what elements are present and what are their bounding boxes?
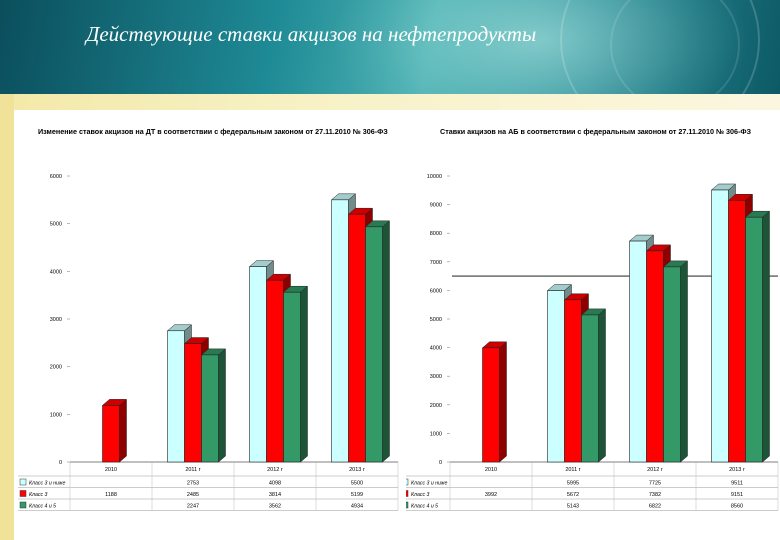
bar (712, 190, 729, 462)
y-tick-label: 4000 (430, 346, 442, 352)
table-cell: 5500 (351, 481, 363, 487)
legend-swatch (20, 479, 26, 485)
bar (664, 267, 681, 462)
bar-side (599, 309, 606, 462)
bar (332, 200, 349, 462)
table-cell: 2753 (187, 481, 199, 487)
excise-ab-chart-svg: Ставки акцизов на АБ в соответствии с фе… (406, 112, 780, 538)
y-tick-label: 8000 (430, 231, 442, 237)
table-cell: 5672 (567, 492, 579, 498)
table-cell: 2247 (187, 504, 199, 510)
table-cell: 9511 (731, 481, 743, 487)
y-tick-label: 2000 (430, 403, 442, 409)
chart-title: Изменение ставок акцизов на ДТ в соответ… (38, 127, 388, 136)
bar (483, 348, 500, 462)
slide-title: Действующие ставки акцизов на нефтепроду… (86, 22, 536, 47)
table-cell: 6822 (649, 504, 661, 510)
y-tick-label: 3000 (50, 317, 62, 323)
bar-side (120, 399, 127, 462)
table-cell: 9151 (731, 492, 743, 498)
table-cell: 5995 (567, 481, 579, 487)
bar (267, 280, 284, 462)
bar (202, 355, 219, 462)
legend-swatch (406, 502, 408, 508)
table-cell: 8560 (731, 504, 743, 510)
y-tick-label: 9000 (430, 203, 442, 209)
bar (746, 217, 763, 462)
x-tick-label: 2011 г (565, 467, 580, 473)
table-cell: 1188 (105, 492, 117, 498)
table-cell: 4934 (351, 504, 363, 510)
decorative-side-bar (0, 94, 14, 540)
bar (647, 251, 664, 462)
legend-swatch (20, 491, 26, 497)
x-tick-label: 2012 г (267, 467, 283, 473)
y-tick-label: 10000 (427, 174, 442, 180)
x-tick-label: 2012 г (647, 467, 663, 473)
bar (729, 200, 746, 462)
table-cell: 4098 (269, 481, 281, 487)
legend-label: Класс 4 и 5 (29, 504, 56, 510)
bar (548, 291, 565, 462)
table-cell: 3814 (269, 492, 281, 498)
bar (168, 331, 185, 462)
y-tick-label: 3000 (430, 374, 442, 380)
table-cell: 3992 (485, 492, 497, 498)
legend-swatch (406, 491, 408, 497)
table-cell: 3562 (269, 504, 281, 510)
bar (185, 344, 202, 462)
y-tick-label: 1000 (430, 431, 442, 437)
table-cell: 5199 (351, 492, 363, 498)
x-tick-label: 2010 (105, 467, 117, 473)
table-cell: 7725 (649, 481, 661, 487)
bar (582, 315, 599, 462)
y-tick-label: 5000 (430, 317, 442, 323)
x-tick-label: 2010 (485, 467, 497, 473)
y-tick-label: 6000 (50, 174, 62, 180)
y-tick-label: 5000 (50, 222, 62, 228)
bar (630, 241, 647, 462)
bar (103, 405, 120, 462)
y-tick-label: 4000 (50, 269, 62, 275)
title-banner: Действующие ставки акцизов на нефтепроду… (0, 0, 780, 94)
x-tick-label: 2013 г (349, 467, 365, 473)
y-tick-label: 0 (59, 460, 62, 466)
bar-side (383, 221, 390, 462)
bar-side (763, 211, 770, 462)
legend-swatch (406, 479, 408, 485)
y-tick-label: 1000 (50, 412, 62, 418)
legend-label: Класс 3 и ниже (29, 481, 65, 487)
excise-dt-chart-svg: Изменение ставок акцизов на ДТ в соответ… (16, 112, 404, 538)
y-tick-label: 7000 (430, 260, 442, 266)
x-tick-label: 2011 г (185, 467, 200, 473)
bar (565, 300, 582, 462)
table-cell: 7382 (649, 492, 661, 498)
x-tick-label: 2013 г (729, 467, 745, 473)
legend-label: Класс 3 и ниже (411, 481, 447, 487)
y-tick-label: 6000 (430, 288, 442, 294)
bar-side (219, 349, 226, 462)
legend-swatch (20, 502, 26, 508)
bar (349, 214, 366, 462)
legend-label: Класс 4 и 5 (411, 504, 438, 510)
banner-ring (610, 0, 740, 94)
bar (250, 267, 267, 462)
bar (366, 227, 383, 462)
bar-side (681, 261, 688, 462)
table-cell: 2485 (187, 492, 199, 498)
chart-title: Ставки акцизов на АБ в соответствии с фе… (440, 127, 751, 136)
bar-side (301, 286, 308, 462)
excise-dt-chart: Изменение ставок акцизов на ДТ в соответ… (16, 112, 404, 538)
bar-side (500, 342, 507, 462)
bar (284, 292, 301, 462)
y-tick-label: 0 (439, 460, 442, 466)
table-cell: 5143 (567, 504, 579, 510)
excise-ab-chart: Ставки акцизов на АБ в соответствии с фе… (406, 112, 780, 538)
decorative-stripe (0, 94, 780, 110)
legend-label: Класс 3 (29, 492, 47, 498)
y-tick-label: 2000 (50, 365, 62, 371)
legend-label: Класс 3 (411, 492, 429, 498)
